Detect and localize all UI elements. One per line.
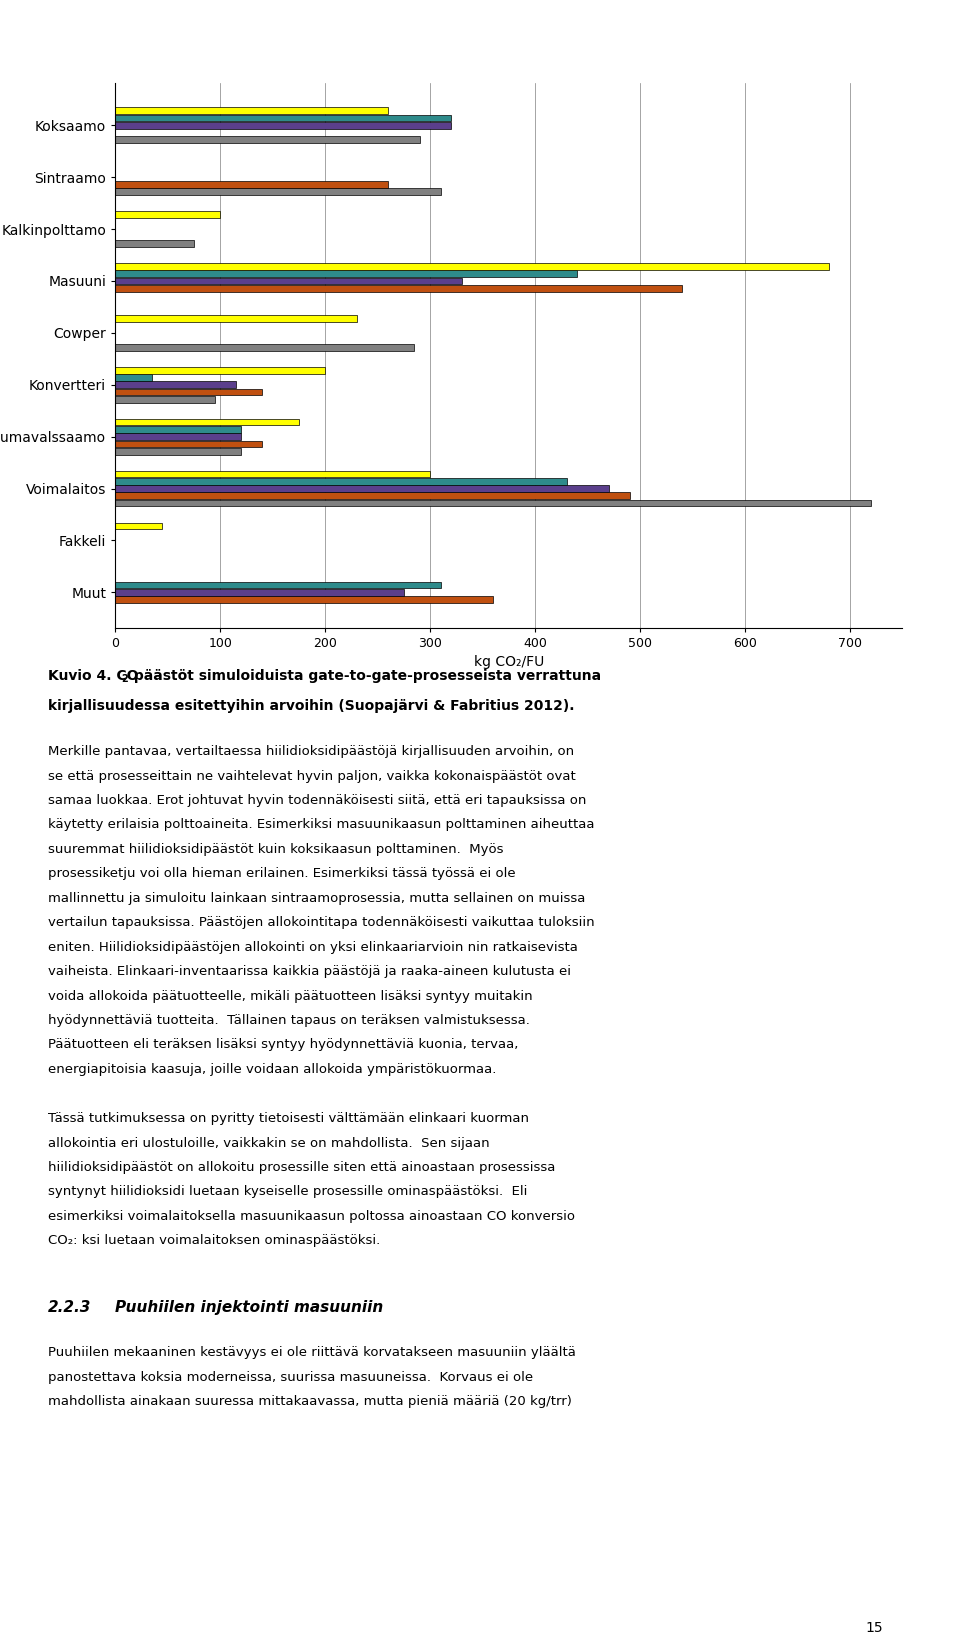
- Bar: [115, 471, 430, 477]
- Bar: [115, 501, 871, 507]
- Text: mahdollista ainakaan suuressa mittakaavassa, mutta pieniä määriä (20 kg/trr): mahdollista ainakaan suuressa mittakaava…: [48, 1396, 572, 1408]
- Text: allokointia eri ulostuloille, vaikkakin se on mahdollista.  Sen sijaan: allokointia eri ulostuloille, vaikkakin …: [48, 1137, 490, 1150]
- Text: Kuvio 4. CO: Kuvio 4. CO: [48, 669, 138, 682]
- Text: suuremmat hiilidioksidipäästöt kuin koksikaasun polttaminen.  Myös: suuremmat hiilidioksidipäästöt kuin koks…: [48, 843, 503, 856]
- Text: mallinnettu ja simuloitu lainkaan sintraamoprosessia, mutta sellainen on muissa: mallinnettu ja simuloitu lainkaan sintra…: [48, 892, 586, 905]
- Bar: [115, 486, 609, 492]
- Bar: [115, 182, 388, 188]
- Text: CO₂: ksi luetaan voimalaitoksen ominaspäästöksi.: CO₂: ksi luetaan voimalaitoksen ominaspä…: [48, 1234, 380, 1247]
- Bar: [115, 278, 462, 284]
- Bar: [115, 382, 236, 388]
- Text: 2.2.3: 2.2.3: [48, 1300, 91, 1315]
- Bar: [115, 373, 152, 382]
- X-axis label: kg CO₂/FU: kg CO₂/FU: [473, 656, 544, 669]
- Bar: [115, 316, 356, 322]
- Text: Puuhiilen injektointi masuuniin: Puuhiilen injektointi masuuniin: [115, 1300, 383, 1315]
- Bar: [115, 240, 194, 246]
- Bar: [115, 367, 325, 373]
- Bar: [115, 426, 241, 433]
- Text: prosessiketju voi olla hieman erilainen. Esimerkiksi tässä työssä ei ole: prosessiketju voi olla hieman erilainen.…: [48, 867, 516, 881]
- Text: vaiheista. Elinkaari-inventaarissa kaikkia päästöjä ja raaka-aineen kulutusta ei: vaiheista. Elinkaari-inventaarissa kaikk…: [48, 965, 571, 978]
- Bar: [115, 433, 241, 439]
- Bar: [115, 396, 215, 403]
- Bar: [115, 263, 828, 269]
- Bar: [115, 477, 566, 484]
- Bar: [115, 420, 299, 426]
- Text: kirjallisuudessa esitettyihin arvoihin (Suopajärvi & Fabritius 2012).: kirjallisuudessa esitettyihin arvoihin (…: [48, 699, 574, 712]
- Text: Merkille pantavaa, vertailtaessa hiilidioksidipäästöjä kirjallisuuden arvoihin, : Merkille pantavaa, vertailtaessa hiilidi…: [48, 745, 574, 758]
- Text: energiapitoisia kaasuja, joille voidaan allokoida ympäristökuormaa.: energiapitoisia kaasuja, joille voidaan …: [48, 1062, 496, 1075]
- Text: voida allokoida päätuotteelle, mikäli päätuotteen lisäksi syntyy muitakin: voida allokoida päätuotteelle, mikäli pä…: [48, 990, 533, 1003]
- Bar: [115, 188, 441, 195]
- Text: syntynyt hiilidioksidi luetaan kyseiselle prosessille ominaspäästöksi.  Eli: syntynyt hiilidioksidi luetaan kyseisell…: [48, 1186, 527, 1198]
- Text: hiilidioksidipäästöt on allokoitu prosessille siten että ainoastaan prosessissa: hiilidioksidipäästöt on allokoitu proses…: [48, 1161, 556, 1175]
- Bar: [115, 448, 241, 454]
- Bar: [115, 590, 404, 596]
- Text: Puuhiilen mekaaninen kestävyys ei ole riittävä korvatakseen masuuniin yläältä: Puuhiilen mekaaninen kestävyys ei ole ri…: [48, 1346, 576, 1360]
- Bar: [115, 114, 451, 121]
- Text: 15: 15: [866, 1622, 883, 1635]
- Bar: [115, 344, 415, 350]
- Bar: [115, 211, 220, 218]
- Bar: [115, 284, 682, 291]
- Bar: [115, 388, 262, 395]
- Text: esimerkiksi voimalaitoksella masuunikaasun poltossa ainoastaan CO konversio: esimerkiksi voimalaitoksella masuunikaas…: [48, 1209, 575, 1222]
- Text: vertailun tapauksissa. Päästöjen allokointitapa todennäköisesti vaikuttaa tuloks: vertailun tapauksissa. Päästöjen allokoi…: [48, 917, 594, 928]
- Text: Päätuotteen eli teräksen lisäksi syntyy hyödynnettäviä kuonia, tervaa,: Päätuotteen eli teräksen lisäksi syntyy …: [48, 1039, 518, 1051]
- Bar: [115, 441, 262, 448]
- Text: käytetty erilaisia polttoaineita. Esimerkiksi masuunikaasun polttaminen aiheutta: käytetty erilaisia polttoaineita. Esimer…: [48, 818, 594, 831]
- Text: Tässä tutkimuksessa on pyritty tietoisesti välttämään elinkaari kuorman: Tässä tutkimuksessa on pyritty tietoises…: [48, 1112, 529, 1125]
- Bar: [115, 137, 420, 144]
- Text: samaa luokkaa. Erot johtuvat hyvin todennäköisesti siitä, että eri tapauksissa o: samaa luokkaa. Erot johtuvat hyvin toden…: [48, 795, 587, 806]
- Bar: [115, 492, 630, 499]
- Text: hyödynnettäviä tuotteita.  Tällainen tapaus on teräksen valmistuksessa.: hyödynnettäviä tuotteita. Tällainen tapa…: [48, 1014, 530, 1028]
- Text: panostettava koksia moderneissa, suurissa masuuneissa.  Korvaus ei ole: panostettava koksia moderneissa, suuriss…: [48, 1371, 533, 1384]
- Bar: [115, 596, 493, 603]
- Bar: [115, 122, 451, 129]
- Text: eniten. Hiilidioksidipäästöjen allokointi on yksi elinkaariarvioin nin ratkaisev: eniten. Hiilidioksidipäästöjen allokoint…: [48, 940, 578, 953]
- Text: se että prosesseittain ne vaihtelevat hyvin paljon, vaikka kokonaispäästöt ovat: se että prosesseittain ne vaihtelevat hy…: [48, 770, 576, 783]
- Bar: [115, 522, 162, 529]
- Text: 2: 2: [121, 674, 128, 684]
- Bar: [115, 107, 388, 114]
- Bar: [115, 271, 577, 278]
- Bar: [115, 582, 441, 588]
- Text: päästöt simuloiduista gate-to-gate-prosesseista verrattuna: päästöt simuloiduista gate-to-gate-prose…: [129, 669, 601, 682]
